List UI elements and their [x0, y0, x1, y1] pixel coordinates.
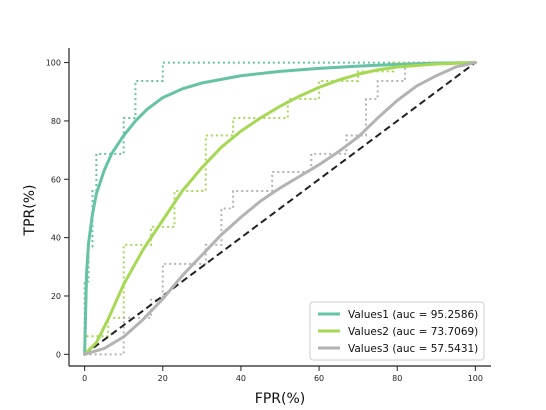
legend-label: Values1 (auc = 95.2586) [348, 309, 478, 321]
y-tick-label: 0 [56, 350, 61, 359]
legend-label: Values3 (auc = 57.5431) [348, 343, 478, 355]
y-tick-label: 100 [46, 59, 61, 68]
legend-label: Values2 (auc = 73.7069) [348, 326, 478, 338]
values2-step-line [83, 61, 476, 355]
chance-diagonal-line [84, 61, 476, 356]
y-tick-label: 20 [51, 292, 61, 301]
legend-box [309, 301, 485, 361]
values1-roc-line [83, 61, 477, 356]
x-tick-label: 40 [236, 374, 246, 383]
values3-step-line [84, 61, 476, 356]
x-tick-label: 20 [158, 374, 168, 383]
x-tick-label: 100 [468, 374, 483, 383]
y-tick-label: 60 [51, 175, 61, 184]
x-tick-label: 0 [82, 374, 87, 383]
y-tick-label: 40 [51, 234, 61, 243]
x-axis-title: FPR(%) [255, 391, 305, 407]
values2-roc-line [83, 61, 477, 356]
x-tick-label: 60 [314, 374, 324, 383]
y-axis-title: TPR(%) [22, 185, 38, 237]
plot-area [83, 61, 477, 356]
x-tick-label: 80 [392, 374, 402, 383]
legend: Values1 (auc = 95.2586) Values2 (auc = 73… [309, 301, 485, 361]
values3-roc-line [83, 61, 477, 356]
y-tick-label: 80 [51, 117, 61, 126]
axes: 0 20 40 60 80 100 0 20 40 60 80 100 [46, 48, 491, 383]
